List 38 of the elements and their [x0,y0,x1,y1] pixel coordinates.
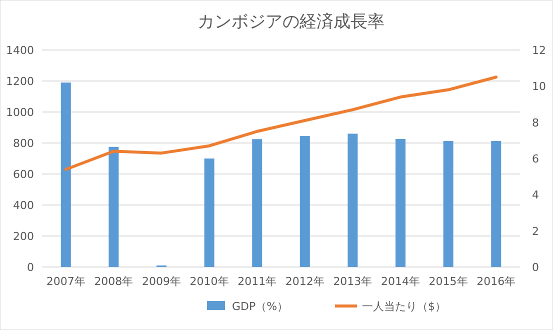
bar [108,146,119,267]
y2-tick-label: 6 [532,152,539,166]
line-series [64,76,498,171]
y2-tick-label: 4 [532,188,539,202]
x-tick-label: 2013年 [333,275,372,288]
x-tick-label: 2008年 [94,275,134,288]
bar [491,140,502,267]
bar [348,134,358,267]
y2-tick-label: 2 [532,224,539,238]
legend-label: GDP（%） [232,300,288,313]
bar [443,140,454,267]
legend-label: 一人当たり（$） [362,300,446,313]
bar [60,82,71,267]
y2-tick-label: 10 [532,80,546,94]
y-tick-label: 600 [13,168,34,181]
y-tick-label: 200 [13,230,34,243]
x-tick-label: 2014年 [381,275,420,288]
bar [204,158,214,267]
y2-tick-label: 12 [532,44,546,57]
chart-title: カンボジアの経済成長率 [198,12,384,32]
x-tick-label: 2010年 [190,275,229,288]
x-tick-label: 2009年 [142,275,181,288]
y-tick-label: 1200 [6,75,34,88]
bar [396,138,406,267]
x-tick-label: 2012年 [285,275,324,288]
y-tick-label: 800 [13,137,34,150]
y2-tick-label: 8 [532,116,539,130]
bar [252,139,262,267]
y2-tick-label: 0 [532,261,539,274]
x-tick-label: 2016年 [476,275,516,288]
x-tick-label: 2011年 [238,275,277,288]
y-tick-label: 1400 [6,44,34,57]
bar [300,136,310,267]
x-tick-label: 2015年 [428,275,468,288]
y-tick-label: 0 [27,261,34,274]
x-tick-label: 2007年 [46,275,86,288]
y-tick-label: 400 [13,199,34,212]
y-tick-label: 1000 [6,106,34,119]
